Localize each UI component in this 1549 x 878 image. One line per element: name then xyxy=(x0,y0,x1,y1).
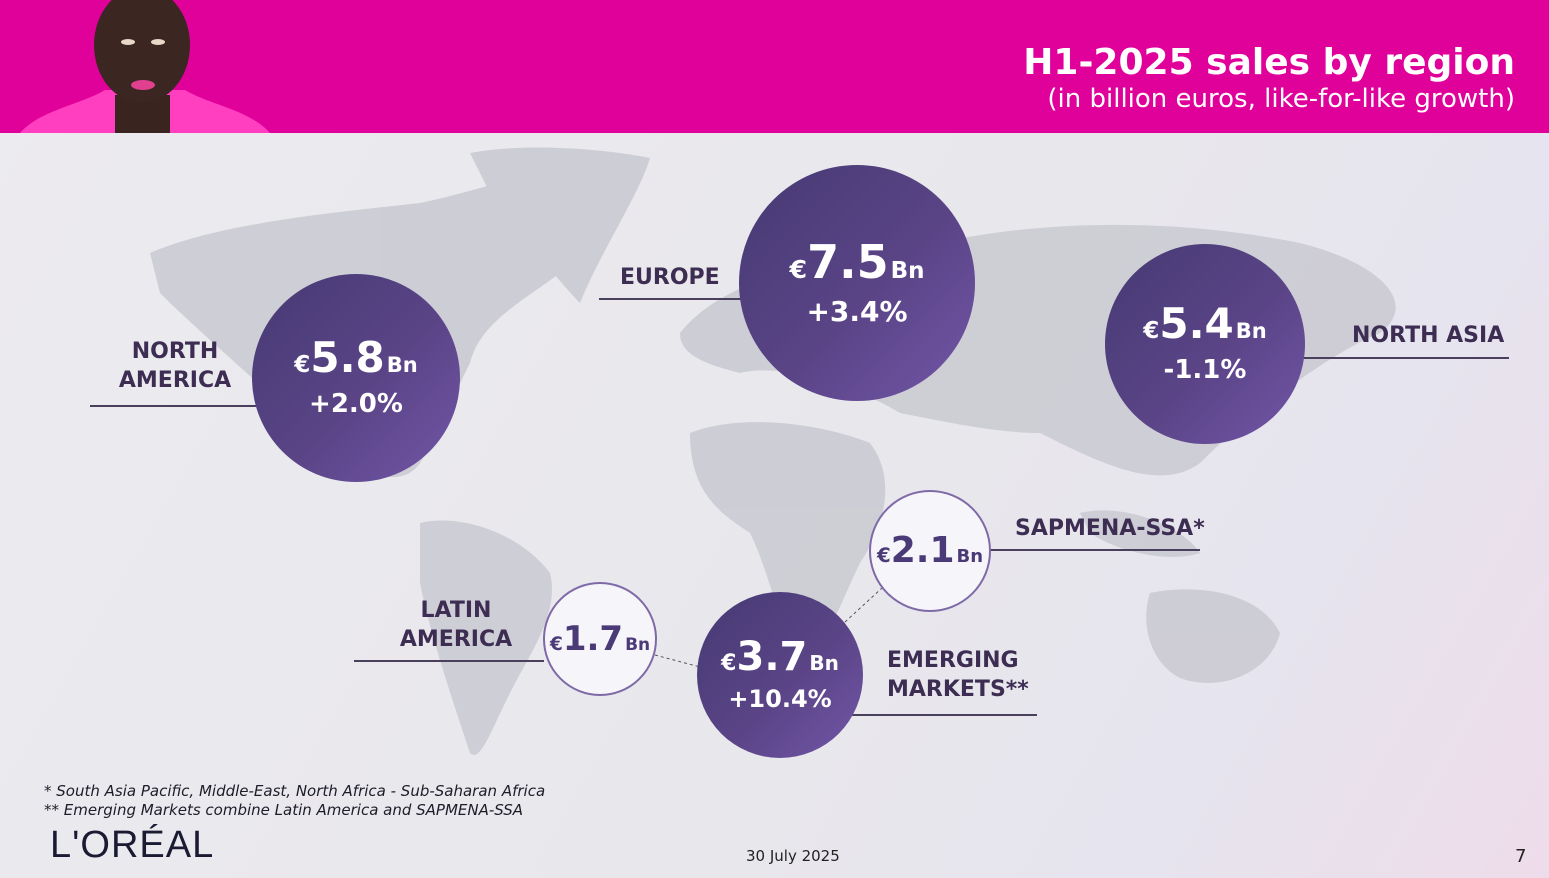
leader-line-emerging xyxy=(850,714,1037,716)
header-banner: H1-2025 sales by region (in billion euro… xyxy=(0,0,1549,133)
unit: Bn xyxy=(1235,319,1267,343)
currency: € xyxy=(721,651,737,676)
label-north-america: NORTH AMERICA xyxy=(90,337,260,395)
label-line: EMERGING xyxy=(887,648,1019,673)
model-portrait-image xyxy=(20,0,270,133)
north-america-sales-circle: €5.8 Bn +2.0% xyxy=(252,274,460,482)
label-north-asia: NORTH ASIA xyxy=(1352,323,1505,348)
label-line: LATIN xyxy=(420,598,492,623)
currency: € xyxy=(1143,318,1160,344)
presentation-date: 30 July 2025 xyxy=(746,847,840,865)
leader-line-north-america xyxy=(90,405,256,407)
growth-value: +3.4% xyxy=(806,294,908,328)
unit: Bn xyxy=(956,546,984,567)
footnote-sapmena: * South Asia Pacific, Middle-East, North… xyxy=(44,782,546,800)
growth-value: +10.4% xyxy=(728,685,832,713)
leader-line-north-asia xyxy=(1303,357,1509,359)
north-asia-sales-circle: €5.4 Bn -1.1% xyxy=(1105,244,1305,444)
latin-america-sales-circle: €1.7 Bn xyxy=(543,582,657,696)
label-line: NORTH xyxy=(131,339,219,364)
currency: € xyxy=(789,254,808,284)
leader-line-europe xyxy=(599,298,741,300)
label-latin-america: LATIN AMERICA xyxy=(380,596,532,654)
leader-line-latin-america xyxy=(354,660,544,662)
unit: Bn xyxy=(386,353,418,377)
sales-value: 2.1 xyxy=(890,530,955,571)
loreal-logo: L'ORÉAL xyxy=(50,824,215,866)
label-sapmena-ssa: SAPMENA-SSA* xyxy=(1015,516,1205,541)
unit: Bn xyxy=(809,651,839,675)
sales-value: 5.4 xyxy=(1159,299,1234,348)
currency: € xyxy=(876,544,891,567)
growth-value: +2.0% xyxy=(309,389,403,419)
europe-sales-circle: €7.5 Bn +3.4% xyxy=(739,165,975,401)
page-title: H1-2025 sales by region xyxy=(1023,42,1515,83)
connector-latin-emerging xyxy=(654,654,701,668)
page-subtitle: (in billion euros, like-for-like growth) xyxy=(1047,84,1515,114)
unit: Bn xyxy=(625,635,651,655)
footnote-emerging: ** Emerging Markets combine Latin Americ… xyxy=(44,801,524,819)
growth-value: -1.1% xyxy=(1163,355,1247,385)
sales-value: 3.7 xyxy=(736,634,808,680)
label-line: MARKETS** xyxy=(887,677,1029,702)
currency: € xyxy=(549,634,563,655)
label-line: AMERICA xyxy=(118,368,232,393)
label-emerging-markets: EMERGING MARKETS** xyxy=(887,646,1029,704)
currency: € xyxy=(294,352,311,378)
unit: Bn xyxy=(890,257,925,284)
emerging-markets-sales-circle: €3.7 Bn +10.4% xyxy=(697,592,863,758)
label-line: AMERICA xyxy=(399,627,513,652)
sales-value: 7.5 xyxy=(807,234,889,289)
leader-line-sapmena xyxy=(990,549,1200,551)
sales-value: 1.7 xyxy=(562,619,624,659)
connector-sapmena-emerging xyxy=(844,587,883,623)
label-europe: EUROPE xyxy=(620,265,720,290)
page-number: 7 xyxy=(1515,846,1527,867)
sales-value: 5.8 xyxy=(310,333,385,382)
sapmena-sales-circle: €2.1 Bn xyxy=(869,490,991,612)
